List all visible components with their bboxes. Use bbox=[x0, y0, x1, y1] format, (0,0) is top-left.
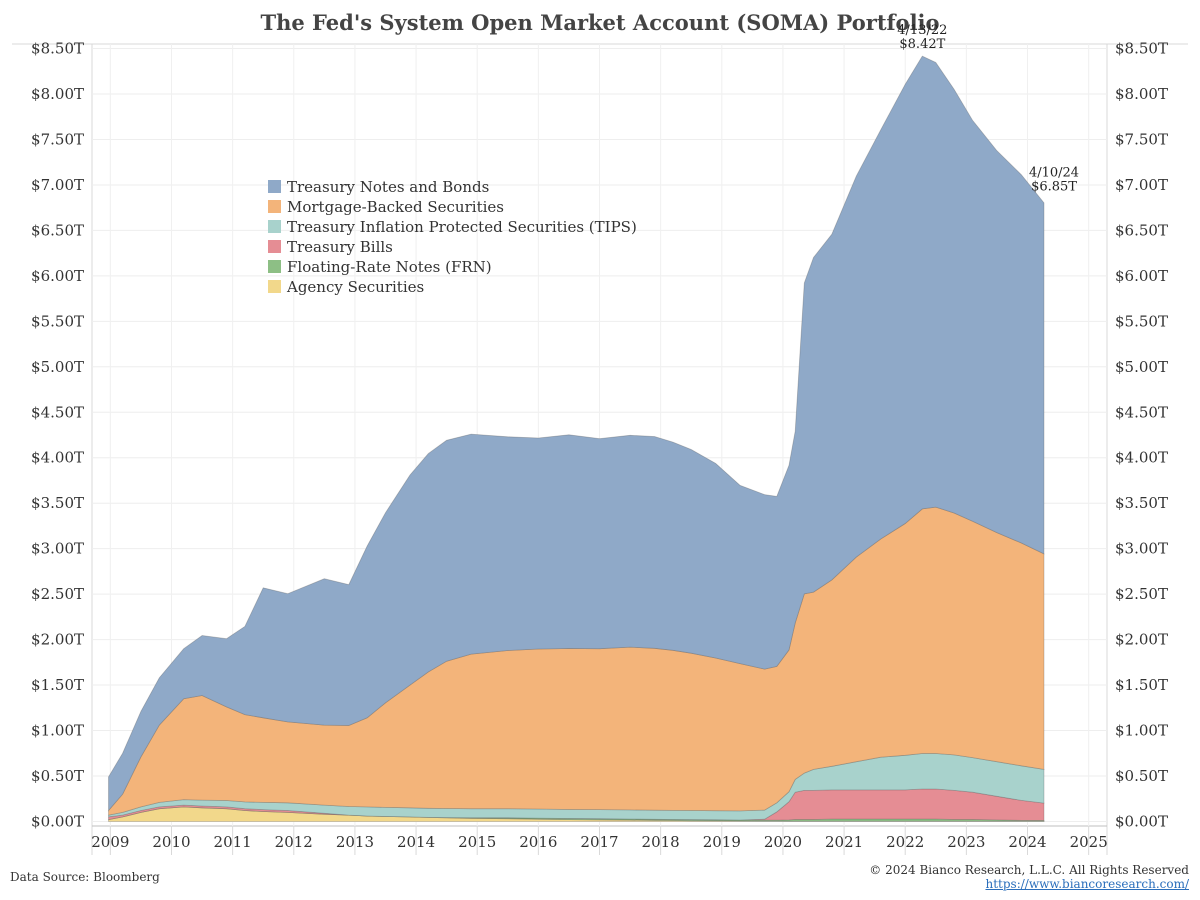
legend-label: Mortgage-Backed Securities bbox=[287, 198, 504, 216]
x-tick-label: 2024 bbox=[1008, 833, 1046, 851]
legend-label: Treasury Bills bbox=[287, 238, 393, 256]
y-tick-label-left: $5.50T bbox=[31, 312, 84, 330]
x-tick-label: 2021 bbox=[825, 833, 863, 851]
y-tick-label-right: $2.50T bbox=[1115, 585, 1168, 603]
y-tick-label-right: $4.50T bbox=[1115, 403, 1168, 421]
y-tick-label-right: $8.50T bbox=[1115, 40, 1168, 58]
legend-swatch bbox=[268, 180, 281, 193]
y-tick-label-left: $0.00T bbox=[31, 812, 84, 830]
x-tick-label: 2011 bbox=[214, 833, 252, 851]
y-tick-label-right: $7.50T bbox=[1115, 130, 1168, 148]
y-tick-label-right: $2.00T bbox=[1115, 631, 1168, 649]
x-tick-label: 2015 bbox=[458, 833, 496, 851]
x-tick-label: 2025 bbox=[1070, 833, 1108, 851]
chart-title: The Fed's System Open Market Account (SO… bbox=[260, 10, 940, 35]
y-tick-label-left: $7.50T bbox=[31, 130, 84, 148]
data-source: Data Source: Bloomberg bbox=[10, 870, 160, 884]
y-tick-label-left: $8.50T bbox=[31, 40, 84, 58]
y-tick-label-right: $6.50T bbox=[1115, 221, 1168, 239]
y-tick-label-left: $6.50T bbox=[31, 221, 84, 239]
y-tick-label-right: $1.00T bbox=[1115, 722, 1168, 740]
legend-label: Floating-Rate Notes (FRN) bbox=[287, 258, 492, 276]
x-tick-label: 2019 bbox=[703, 833, 741, 851]
y-tick-label-left: $7.00T bbox=[31, 176, 84, 194]
x-tick-label: 2013 bbox=[336, 833, 374, 851]
x-tick-label: 2018 bbox=[642, 833, 680, 851]
legend-swatch bbox=[268, 280, 281, 293]
x-tick-label: 2017 bbox=[580, 833, 618, 851]
y-tick-label-right: $6.00T bbox=[1115, 267, 1168, 285]
x-tick-label: 2022 bbox=[886, 833, 924, 851]
y-tick-label-right: $7.00T bbox=[1115, 176, 1168, 194]
x-tick-label: 2016 bbox=[519, 833, 557, 851]
y-tick-label-left: $1.50T bbox=[31, 676, 84, 694]
y-tick-label-right: $4.00T bbox=[1115, 449, 1168, 467]
x-tick-label: 2020 bbox=[764, 833, 802, 851]
footer-credits: © 2024 Bianco Research, L.L.C. All Right… bbox=[869, 863, 1189, 891]
x-tick-label: 2014 bbox=[397, 833, 435, 851]
annotation-label: 4/13/22 bbox=[897, 23, 947, 38]
y-tick-label-left: $8.00T bbox=[31, 85, 84, 103]
annotation-label: $8.42T bbox=[899, 37, 945, 52]
legend-swatch bbox=[268, 260, 281, 273]
legend-label: Agency Securities bbox=[286, 278, 424, 296]
x-tick-label: 2012 bbox=[275, 833, 313, 851]
website-link[interactable]: https://www.biancoresearch.com/ bbox=[985, 877, 1189, 891]
area-treasury-notes-and-bonds bbox=[108, 55, 1045, 812]
y-tick-label-right: $5.50T bbox=[1115, 312, 1168, 330]
legend-label: Treasury Inflation Protected Securities … bbox=[287, 218, 637, 236]
y-tick-label-left: $3.50T bbox=[31, 494, 84, 512]
legend-swatch bbox=[268, 200, 281, 213]
copyright-text: © 2024 Bianco Research, L.L.C. All Right… bbox=[869, 863, 1189, 877]
annotation-label: 4/10/24 bbox=[1029, 166, 1079, 181]
y-tick-label-left: $1.00T bbox=[31, 722, 84, 740]
y-tick-label-right: $0.00T bbox=[1115, 812, 1168, 830]
y-tick-label-left: $5.00T bbox=[31, 358, 84, 376]
y-tick-label-left: $4.50T bbox=[31, 403, 84, 421]
x-tick-label: 2023 bbox=[947, 833, 985, 851]
y-tick-label-left: $2.00T bbox=[31, 631, 84, 649]
y-tick-label-right: $1.50T bbox=[1115, 676, 1168, 694]
legend-label: Treasury Notes and Bonds bbox=[287, 178, 489, 196]
y-tick-label-right: $5.00T bbox=[1115, 358, 1168, 376]
annotation-label: $6.85T bbox=[1031, 180, 1077, 195]
y-tick-label-right: $0.50T bbox=[1115, 767, 1168, 785]
x-tick-label: 2010 bbox=[152, 833, 190, 851]
y-tick-label-right: $8.00T bbox=[1115, 85, 1168, 103]
y-tick-label-left: $0.50T bbox=[31, 767, 84, 785]
legend-swatch bbox=[268, 220, 281, 233]
x-tick-label: 2009 bbox=[91, 833, 129, 851]
y-tick-label-left: $6.00T bbox=[31, 267, 84, 285]
y-tick-label-right: $3.00T bbox=[1115, 540, 1168, 558]
y-tick-label-right: $3.50T bbox=[1115, 494, 1168, 512]
y-tick-label-left: $4.00T bbox=[31, 449, 84, 467]
y-tick-label-left: $2.50T bbox=[31, 585, 84, 603]
y-tick-label-left: $3.00T bbox=[31, 540, 84, 558]
legend-swatch bbox=[268, 240, 281, 253]
